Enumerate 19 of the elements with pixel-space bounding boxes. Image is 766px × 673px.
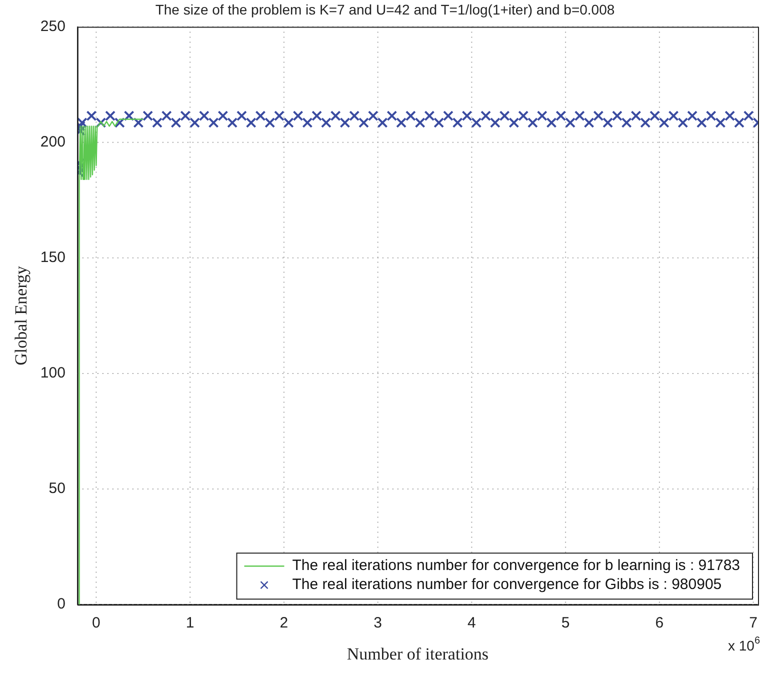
y-tick-label: 0 xyxy=(57,596,66,613)
x-axis-title: Number of iterations xyxy=(346,644,489,664)
x-tick-label: 2 xyxy=(280,614,288,632)
x-tick-label: 1 xyxy=(186,614,194,632)
y-axis-title: Global Energy xyxy=(12,266,31,366)
y-tick-label: 100 xyxy=(40,364,66,382)
x-tick-label: 6 xyxy=(655,614,664,632)
y-tick-label: 150 xyxy=(40,249,66,266)
x-tick-label: 3 xyxy=(374,614,382,632)
y-tick-label: 200 xyxy=(40,134,66,150)
x-tick-label: 7 xyxy=(749,614,758,632)
y-tick-label: 250 xyxy=(40,18,66,35)
x-tick-label: 0 xyxy=(92,614,100,632)
x-tick-label: 5 xyxy=(561,614,570,632)
legend-label: The real iterations number for convergence for b learning is : 91783 xyxy=(292,557,740,574)
x-tick-label: 4 xyxy=(468,614,476,632)
chart-title: The size of the problem is K=7 and U=42 and T=1/log(1+iter) and b=0.008 xyxy=(155,1,615,18)
legend-label: The real iterations number for convergence for Gibbs is : 980905 xyxy=(292,576,722,594)
y-tick-label: 50 xyxy=(48,480,66,498)
